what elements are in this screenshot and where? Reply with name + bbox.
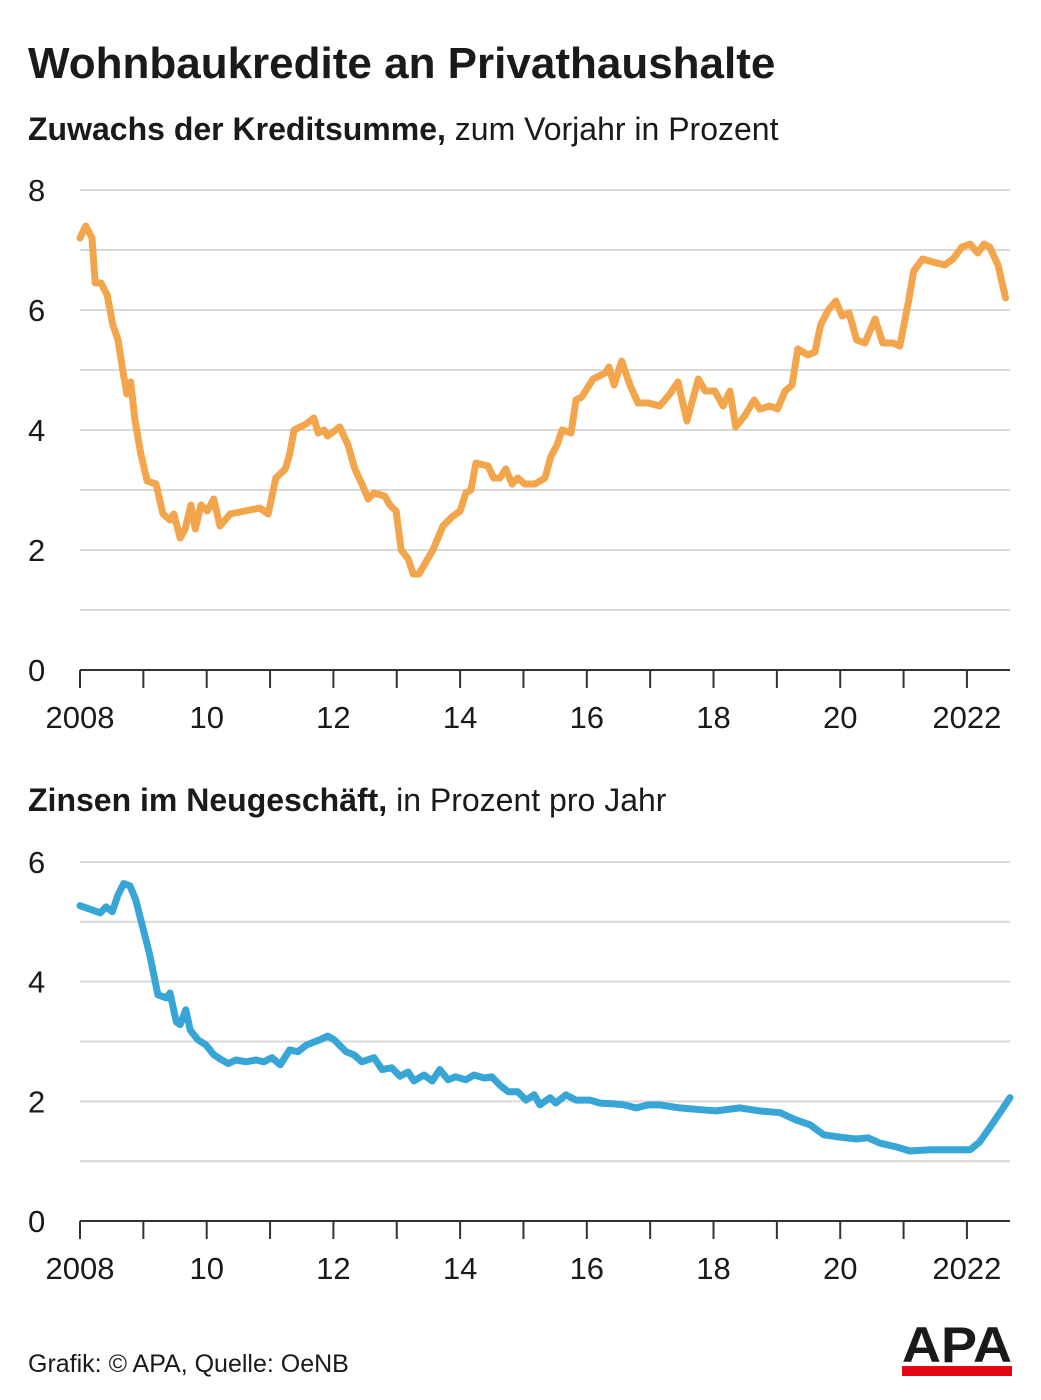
- data-line: [76, 222, 1010, 578]
- y-tick-label: 0: [28, 653, 45, 688]
- x-tick-label: 14: [443, 1251, 477, 1286]
- logo-bar: [902, 1366, 1012, 1376]
- x-tick-label: 2022: [932, 700, 1001, 735]
- y-tick-label: 6: [28, 845, 45, 880]
- subtitle: Zinsen im Neugeschäft, in Prozent pro Ja…: [28, 782, 667, 818]
- x-tick-label: 10: [189, 1251, 223, 1286]
- y-tick-label: 4: [28, 965, 45, 1000]
- x-tick-label: 12: [316, 1251, 350, 1286]
- x-tick-label: 18: [696, 700, 730, 735]
- x-tick-label: 18: [696, 1251, 730, 1286]
- x-tick-label: 20: [823, 1251, 857, 1286]
- x-tick-label: 2008: [46, 1251, 115, 1286]
- y-tick-label: 0: [28, 1204, 45, 1239]
- subtitle-rest: in Prozent pro Jahr: [387, 782, 667, 818]
- data-line: [76, 880, 1014, 1155]
- source: Grafik: © APA, Quelle: OeNB: [28, 1350, 349, 1378]
- x-tick-label: 2008: [46, 700, 115, 735]
- y-tick-label: 2: [28, 533, 45, 568]
- y-tick-label: 4: [28, 413, 45, 448]
- subtitle: Zuwachs der Kreditsumme, zum Vorjahr in …: [28, 111, 779, 147]
- subtitle-bold: Zuwachs der Kreditsumme,: [28, 111, 446, 147]
- title: Wohnbaukredite an Privathaushalte: [28, 39, 775, 88]
- x-tick-label: 12: [316, 700, 350, 735]
- x-tick-label: 20: [823, 700, 857, 735]
- x-tick-label: 16: [570, 1251, 604, 1286]
- y-tick-label: 8: [28, 173, 45, 208]
- logo: APA: [902, 1317, 1012, 1373]
- x-tick-label: 16: [570, 700, 604, 735]
- y-tick-label: 6: [28, 293, 45, 328]
- subtitle-rest: zum Vorjahr in Prozent: [446, 111, 779, 147]
- subtitle-bold: Zinsen im Neugeschäft,: [28, 782, 387, 818]
- y-tick-label: 2: [28, 1084, 45, 1119]
- x-tick-label: 14: [443, 700, 477, 735]
- x-tick-label: 2022: [932, 1251, 1001, 1286]
- x-tick-label: 10: [189, 700, 223, 735]
